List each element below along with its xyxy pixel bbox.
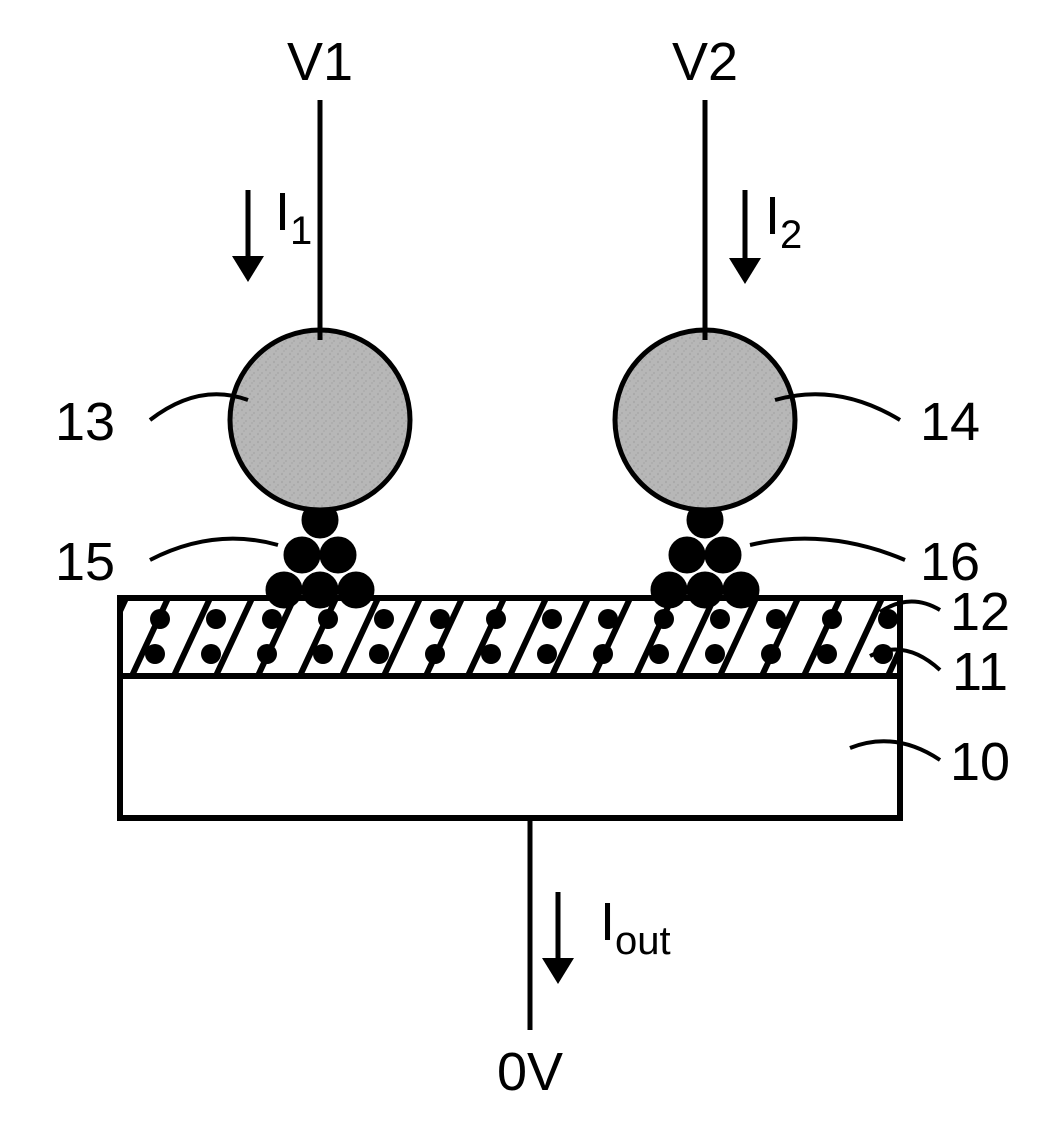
substrate-layer (120, 676, 900, 818)
particle-14 (615, 330, 795, 510)
ref-label-15: 15 (55, 532, 115, 592)
ref-label-10: 10 (950, 732, 1010, 792)
ref-label-14: 14 (920, 392, 980, 452)
leader-15 (150, 539, 278, 560)
contact-triad-16 (651, 502, 759, 608)
current-arrow-1 (232, 190, 264, 282)
current-arrow-out (542, 892, 574, 984)
ref-label-12: 12 (950, 582, 1010, 642)
current-arrow-2 (729, 190, 761, 284)
terminal-label-V1: V1 (287, 32, 353, 92)
leader-16 (750, 539, 905, 560)
ground-label: 0V (497, 1042, 563, 1102)
ref-label-11: 11 (952, 642, 1008, 702)
ref-label-13: 13 (55, 392, 115, 452)
particle-13 (230, 330, 410, 510)
current-label-I1: I1 (275, 182, 312, 253)
current-label-Iout: Iout (600, 892, 671, 963)
terminal-label-V2: V2 (672, 32, 738, 92)
current-label-I2: I2 (765, 186, 802, 257)
contact-triad-15 (266, 502, 374, 608)
